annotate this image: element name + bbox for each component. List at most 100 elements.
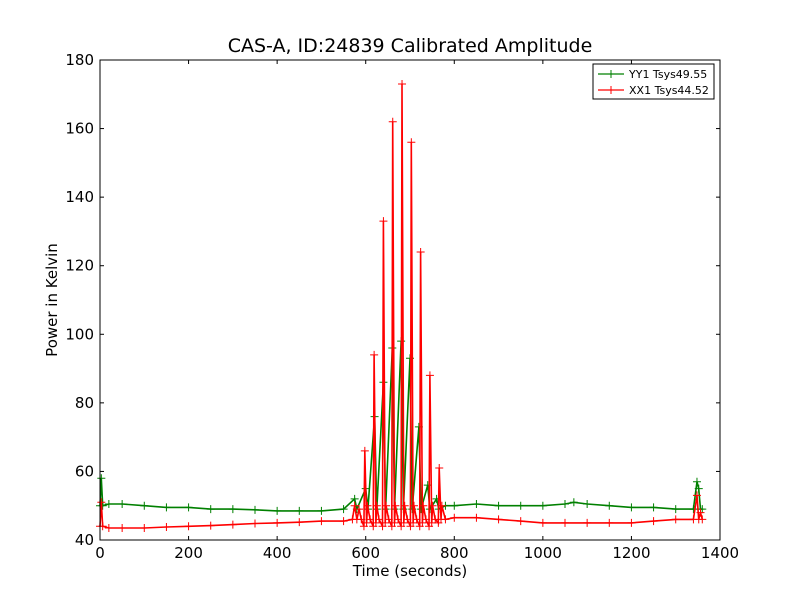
- data-point-marker: [409, 501, 418, 510]
- y-tick-label: 40: [75, 531, 94, 549]
- data-point-marker: [118, 524, 127, 532]
- data-point-marker: [381, 518, 390, 527]
- data-point-marker: [400, 501, 409, 510]
- data-point-marker: [516, 517, 525, 526]
- y-tick-label: 120: [65, 257, 94, 275]
- x-tick-label: 800: [440, 544, 469, 562]
- data-point-marker: [399, 518, 408, 527]
- data-point-marker: [450, 501, 459, 510]
- x-tick-label: 1400: [701, 544, 739, 562]
- data-point-marker: [384, 515, 393, 524]
- data-point-marker: [251, 505, 259, 514]
- data-point-marker: [295, 518, 304, 527]
- data-point-marker: [561, 518, 569, 527]
- data-point-marker: [317, 506, 326, 515]
- x-tick-label: 600: [351, 544, 380, 562]
- legend-label: YY1 Tsys49.55: [628, 68, 707, 81]
- data-point-marker: [649, 503, 658, 512]
- data-point-marker: [357, 515, 366, 524]
- data-point-marker: [184, 522, 193, 531]
- data-point-marker: [472, 500, 481, 508]
- data-point-marker: [375, 515, 383, 524]
- data-point-marker: [362, 518, 371, 527]
- data-point-marker: [409, 518, 418, 527]
- y-tick-label: 160: [65, 120, 94, 138]
- data-point-marker: [583, 500, 592, 508]
- data-point-marker: [649, 517, 658, 526]
- data-point-marker: [605, 501, 614, 510]
- data-point-marker: [388, 117, 397, 126]
- data-point-marker: [692, 491, 701, 500]
- data-point-marker: [350, 494, 359, 503]
- data-point-marker: [104, 524, 113, 532]
- data-point-marker: [689, 505, 698, 514]
- data-point-marker: [569, 498, 578, 507]
- data-point-marker: [472, 513, 481, 522]
- data-point-marker: [561, 500, 569, 508]
- data-point-marker: [412, 515, 421, 524]
- data-point-marker: [370, 350, 379, 359]
- data-point-marker: [494, 515, 503, 524]
- data-point-marker: [494, 501, 503, 510]
- data-point-marker: [366, 515, 375, 524]
- y-tick-label: 180: [65, 51, 94, 69]
- data-point-marker: [363, 501, 372, 510]
- data-point-marker: [104, 500, 113, 508]
- data-point-marker: [339, 505, 348, 514]
- data-point-marker: [228, 505, 237, 514]
- data-point-marker: [140, 524, 149, 532]
- y-tick-label: 100: [65, 325, 94, 343]
- x-tick-label: 1000: [524, 544, 562, 562]
- x-tick-label: 400: [263, 544, 292, 562]
- data-point-marker: [698, 515, 707, 524]
- data-point-marker: [118, 500, 127, 508]
- data-point-marker: [251, 519, 259, 528]
- legend-item-1: XX1 Tsys44.52: [598, 84, 709, 97]
- data-point-marker: [360, 446, 369, 455]
- data-point-marker: [162, 522, 171, 531]
- data-point-marker: [206, 505, 215, 514]
- data-point-marker: [379, 217, 388, 226]
- legend-item-0: YY1 Tsys49.55: [598, 68, 707, 81]
- data-point-marker: [184, 503, 193, 512]
- data-point-marker: [671, 505, 680, 514]
- data-point-marker: [692, 477, 701, 486]
- data-point-marker: [372, 501, 381, 510]
- plot-frame: [99, 59, 721, 541]
- data-point-marker: [350, 501, 359, 510]
- data-point-marker: [538, 518, 547, 527]
- data-point-marker: [273, 506, 282, 515]
- data-point-marker: [162, 503, 171, 512]
- data-point-marker: [228, 520, 237, 529]
- y-axis-label: Power in Kelvin: [43, 243, 61, 357]
- data-point-marker: [390, 518, 399, 527]
- series-1: [96, 80, 707, 532]
- data-point-marker: [355, 505, 364, 514]
- data-point-marker: [97, 474, 106, 483]
- data-point-marker: [418, 518, 427, 527]
- data-point-marker: [295, 506, 304, 515]
- data-point-marker: [627, 518, 636, 527]
- data-point-marker: [419, 501, 428, 510]
- legend-box: [592, 63, 715, 100]
- legend-label: XX1 Tsys44.52: [629, 84, 709, 97]
- legend-marker: [607, 70, 615, 78]
- data-point-marker: [317, 517, 326, 526]
- data-point-marker: [273, 518, 282, 527]
- data-point-marker: [437, 501, 446, 510]
- y-tick-label: 60: [75, 462, 94, 480]
- legend: YY1 Tsys49.55 XX1 Tsys44.52: [592, 63, 715, 100]
- data-point-marker: [671, 515, 680, 524]
- data-point-marker: [428, 501, 437, 510]
- data-point-marker: [425, 371, 434, 380]
- data-point-marker: [698, 505, 707, 514]
- data-point-marker: [407, 138, 416, 147]
- legend-marker: [607, 86, 615, 94]
- data-point-marker: [423, 481, 432, 490]
- x-tick-label: 0: [95, 544, 105, 562]
- series-layer: [96, 80, 707, 532]
- data-point-marker: [627, 503, 636, 512]
- data-point-marker: [696, 508, 705, 517]
- data-point-marker: [394, 515, 403, 524]
